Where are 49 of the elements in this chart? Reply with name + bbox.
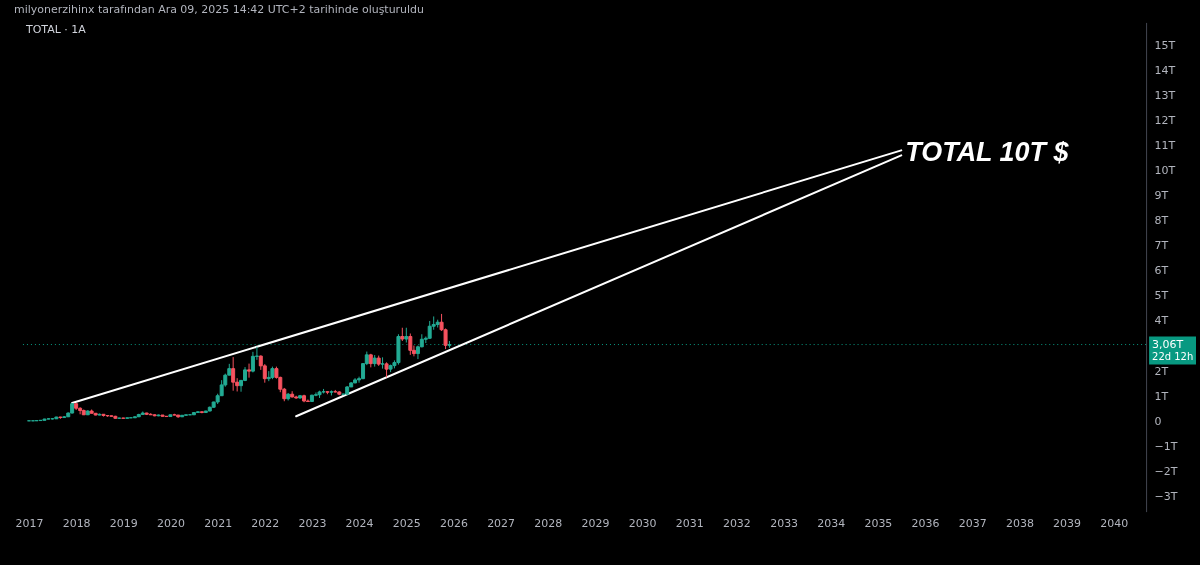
x-tick-label: 2038 [1005,517,1034,531]
x-tick-label: 2017 [15,517,44,531]
x-tick-label: 2033 [770,517,799,531]
x-tick-label: 2021 [204,517,233,531]
y-tick-label: 12T [1154,113,1176,127]
x-tick-label: 2020 [156,517,185,531]
y-tick-label: −2T [1154,464,1178,478]
y-tick-label: 4T [1154,314,1169,328]
x-tick-label: 2031 [675,517,704,531]
y-tick-label: 14T [1154,63,1176,77]
x-tick-label: 2034 [817,517,846,531]
y-tick-label: 0 [1154,414,1162,428]
y-tick-label: 15T [1154,38,1176,52]
x-tick-label: 2028 [534,517,563,531]
candlestick [408,333,413,356]
x-tick-label: 2022 [251,517,280,531]
text: 22d 12h [1152,350,1194,362]
y-tick-label: 10T [1154,163,1176,177]
y-tick-label: 13T [1154,88,1176,102]
y-tick-label: 8T [1154,214,1169,228]
x-tick-label: 2037 [958,517,987,531]
x-tick-label: 2027 [487,517,516,531]
x-tick-label: 2035 [864,517,893,531]
y-tick-label: 6T [1154,264,1169,278]
ref-line-label: 3,06T [1152,337,1184,351]
y-tick-label: −1T [1154,439,1178,453]
annotation: TOTAL 10T $ [905,136,1070,167]
x-tick-label: 2040 [1100,517,1129,531]
y-tick-label: 5T [1154,289,1169,303]
x-tick-label: 2026 [439,517,468,531]
x-tick-label: 2023 [298,517,327,531]
x-tick-label: 2025 [392,517,421,531]
y-tick-label: −3T [1154,490,1178,504]
y-tick-label: 9T [1154,189,1169,203]
y-tick-label: 1T [1154,389,1169,403]
x-tick-label: 2024 [345,517,374,531]
x-tick-label: 2036 [911,517,940,531]
candlestick [247,363,252,379]
y-tick-label: 11T [1154,138,1176,152]
y-tick-label: 2T [1154,364,1169,378]
x-tick-label: 2018 [62,517,91,531]
x-tick-label: 2032 [722,517,751,531]
x-tick-label: 2029 [581,517,610,531]
x-tick-label: 2019 [109,517,138,531]
y-tick-label: 7T [1154,239,1169,253]
text: milyonerzihinx tarafından Ara 09, 2025 14:42 UTC+2 tarihinde oluşturuldu [13,3,425,17]
x-tick-label: 2039 [1053,517,1082,531]
chart-title: TOTAL · 1A [24,23,87,37]
x-tick-label: 2030 [628,517,657,531]
